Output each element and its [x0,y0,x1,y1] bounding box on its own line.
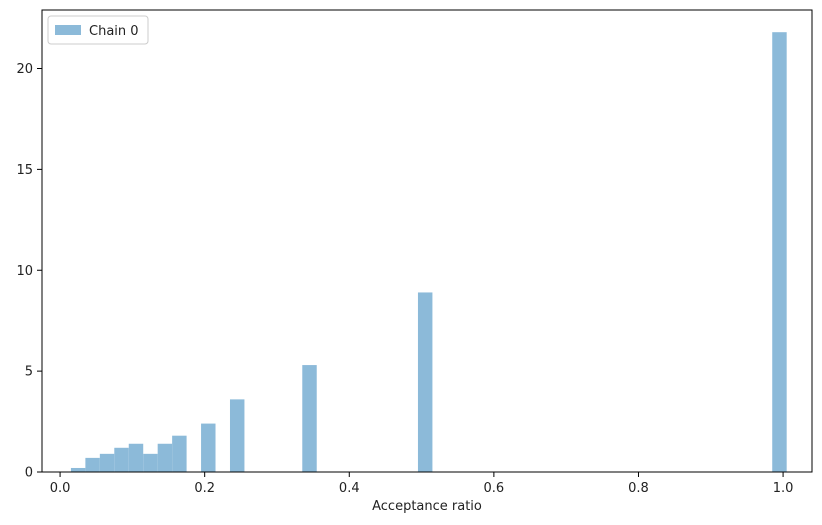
histogram-bar [114,447,129,472]
histogram-bar [172,435,187,472]
bars-group [70,32,787,472]
histogram-bar [85,457,100,472]
x-tick-label: 0.0 [50,481,71,496]
x-tick-label: 0.6 [484,481,505,496]
histogram-bar [201,423,216,472]
histogram-bar [302,365,317,472]
y-tick-label: 15 [16,163,33,178]
histogram-bar [99,453,115,472]
y-tick-label: 0 [25,466,33,481]
legend: Chain 0 [47,15,149,45]
histogram-bar [229,399,245,472]
y-axis-ticks: 0 5 10 15 20 [16,62,42,481]
histogram-bar [157,443,173,472]
x-tick-label: 0.8 [628,481,649,496]
histogram-bar [143,453,158,472]
y-tick-label: 10 [16,264,33,279]
histogram-bar [417,292,433,472]
x-axis-ticks: 0.0 0.2 0.4 0.6 0.8 1.0 [50,472,794,496]
x-tick-label: 1.0 [773,481,794,496]
y-tick-label: 5 [25,365,33,380]
histogram-bar [128,443,144,472]
histogram-bar [772,32,787,472]
legend-label: Chain 0 [89,24,139,39]
legend-swatch [55,25,81,35]
x-tick-label: 0.4 [339,481,360,496]
plot-frame [41,9,813,473]
histogram-bar [70,467,86,472]
x-tick-label: 0.2 [194,481,215,496]
x-axis-label: Acceptance ratio [372,499,482,514]
legend-box [47,15,149,45]
y-tick-label: 20 [16,62,33,77]
